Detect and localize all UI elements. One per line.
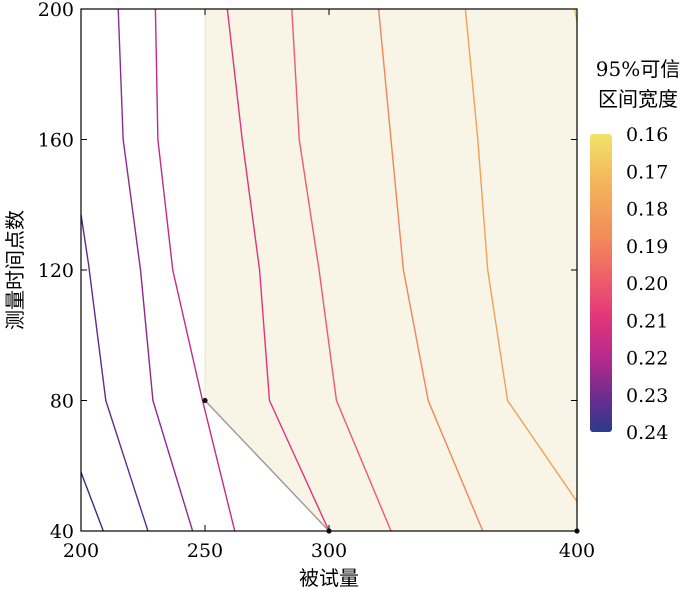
y-tick-label-0: 40 [50,521,74,543]
contour-line-1 [81,213,149,531]
shaded-region [204,9,577,531]
contour-line-7 [464,9,577,503]
y-tick-label-1: 80 [50,391,74,413]
y-axis-title: 测量时间点数 [3,210,27,330]
colorbar-label-6: 0.22 [626,348,668,370]
contour-line-3 [154,9,236,531]
colorbar-label-0: 0.16 [626,124,668,146]
y-tick-label-4: 200 [38,0,74,21]
annotation-segment [204,400,330,532]
colorbar-label-2: 0.18 [626,199,668,221]
x-tick-label-3: 400 [559,540,595,562]
colorbar-title-line1: 95%可信 [596,57,680,81]
contour-line-4 [226,9,330,531]
x-tick-label-1: 250 [187,540,223,562]
colorbar-title-line2: 区间宽度 [598,87,678,111]
x-tick-label-0: 200 [63,540,99,562]
colorbar-label-3: 0.19 [626,236,668,258]
x-tick-label-2: 300 [311,540,347,562]
y-tick-label-3: 160 [38,130,74,152]
contour-line-2 [117,9,194,531]
x-axis-title: 被试量 [299,566,359,590]
y-tick-label-2: 120 [38,260,74,282]
colorbar-label-8: 0.24 [626,422,668,444]
colorbar-label-4: 0.20 [626,273,668,295]
colorbar-label-1: 0.17 [626,161,668,183]
contour-line-6 [377,9,484,531]
colorbar-label-7: 0.23 [626,385,668,407]
colorbar [590,134,612,432]
contour-line-0 [81,471,105,531]
colorbar-label-5: 0.21 [626,310,668,332]
marker-point-0 [202,397,208,404]
contour-line-5 [291,9,392,531]
